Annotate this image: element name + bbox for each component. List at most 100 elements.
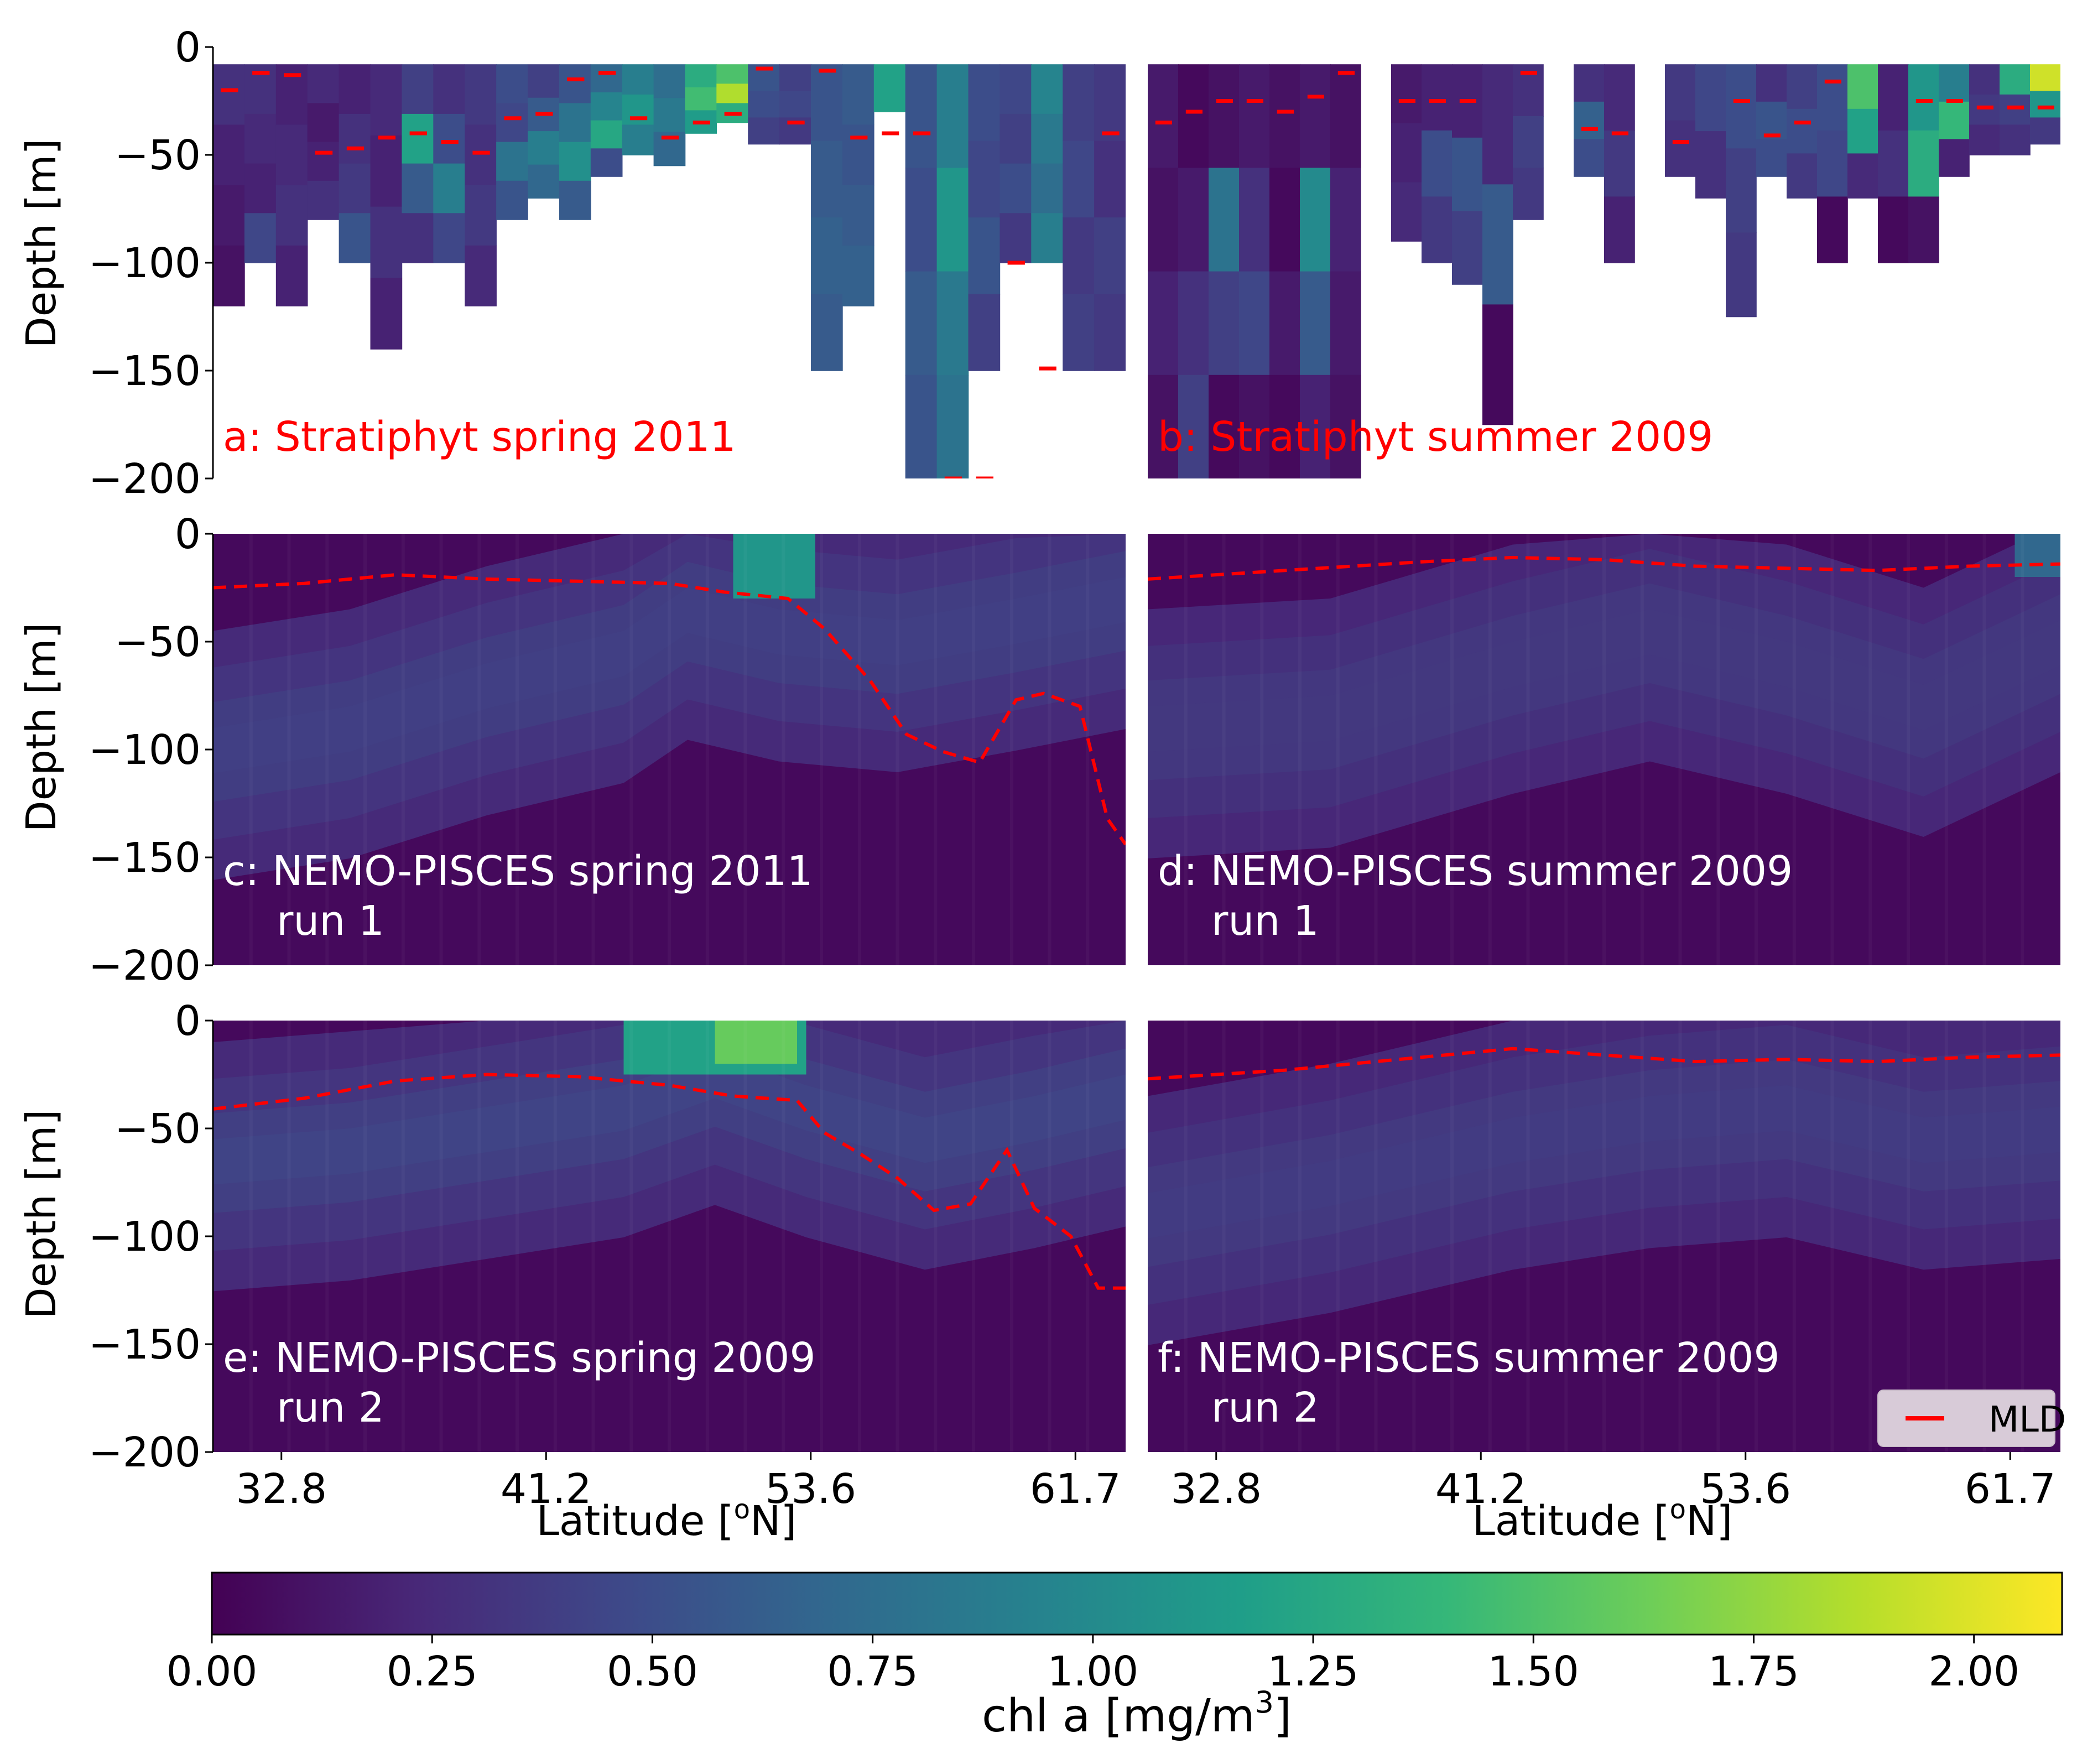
panel-a-title: a: Stratiphyt spring 2011 [223,413,736,461]
station-cell [2030,91,2060,118]
station-cell [496,64,528,104]
legend-mld: MLD [1877,1390,2066,1447]
panel-b-title: b: Stratiphyt summer 2009 [1158,413,1713,461]
station-cell [1422,64,1453,131]
station-cell [716,64,748,85]
mld-line [213,1073,1126,1290]
station-cell [1726,64,1757,149]
station-cell [1756,101,1787,140]
station-cell [842,124,874,186]
y-label-row-3: Depth [m] [18,1110,65,1319]
colorbar-label-sup: 3 [1255,1685,1274,1720]
station-cell [1269,271,1300,376]
station-cell [1695,131,1726,199]
station-cell [307,142,340,181]
station-cell [968,64,1001,142]
x-tick-label: 32.8 [1170,1465,1262,1513]
station-cell [1908,196,1939,263]
station-cell [968,294,1001,371]
station-cell [1817,196,1848,263]
station-cell [1817,64,1848,131]
station-cell [748,117,780,145]
station-cell [275,245,308,306]
colorbar-tick-label: 1.00 [1047,1648,1138,1695]
station-cell [339,163,371,214]
station-cell [433,113,465,164]
station-cell [1000,163,1032,214]
station-cell [307,103,340,143]
station-cell [528,164,560,199]
station-cell [244,113,277,164]
station-cell [402,163,434,214]
station-cell [1847,108,1878,154]
station-cell [465,124,497,186]
station-cell [1239,271,1270,376]
station-cell [1726,148,1757,233]
station-cell [1482,64,1513,185]
station-cell [339,213,371,263]
y-tick-label: −200 [89,1429,201,1476]
station-cell [370,64,403,136]
dcm-band [1148,609,2060,752]
station-cell [559,180,591,220]
colorbar-tick-label: 2.00 [1928,1648,2019,1695]
station-cell [559,142,591,181]
station-cell [590,92,623,121]
station-cell [779,64,811,92]
station-cell [1178,168,1209,272]
station-cell [905,374,938,478]
station-cell [370,135,403,207]
station-cell [1209,168,1240,272]
station-cell [433,163,465,214]
station-cell [1908,130,1939,197]
station-cell [1209,271,1240,376]
station-cell [1148,168,1179,272]
station-cell [244,213,277,263]
station-cell [465,245,497,306]
station-cell [1330,271,1361,376]
station-cell [1031,64,1063,115]
station-cell [402,113,434,164]
panel-e-content [213,1021,1126,1452]
station-cell [1878,130,1909,197]
station-cell [1726,232,1757,318]
y-tick-label: −100 [89,1213,201,1261]
panel-e-title: e: NEMO-PISCES spring 2009 [223,1334,816,1382]
station-cell [842,64,874,126]
colorbar-tick-label: 0.25 [387,1648,478,1695]
station-cell [936,168,969,272]
station-cell [1574,64,1605,102]
station-cell [1787,64,1818,110]
station-cell [465,64,497,126]
y-tick-label: 0 [175,511,201,558]
station-cell [1209,374,1240,478]
station-cell [1756,139,1787,177]
station-cell [1452,137,1483,212]
colorbar-gradient [211,1572,2063,1636]
station-cell [433,213,465,263]
colorbar-tick-label: 1.75 [1708,1648,1799,1695]
station-cell [1000,64,1032,115]
x-label-left: Latitude [oN] [537,1494,797,1545]
colorbar-label-main: chl a [mg/m [982,1690,1255,1742]
y-label-row-2: Depth [m] [18,623,65,832]
dcm-band [1148,583,2060,780]
station-cell [1422,196,1453,263]
dcm-band [213,1027,1126,1213]
station-cell [433,64,465,115]
station-cell [2030,117,2060,145]
station-cell [465,185,497,246]
mld-line [213,573,1126,846]
station-cell [685,87,717,111]
station-cell [2030,64,2060,92]
station-cell [842,245,874,306]
station-cell [1000,213,1032,263]
panel-f-subtitle: run 2 [1211,1384,1319,1432]
station-cell [244,163,277,214]
station-cell [1330,374,1361,478]
station-cell [402,64,434,115]
panel-a-content [213,47,1126,478]
panel-d-subtitle: run 1 [1211,897,1319,945]
